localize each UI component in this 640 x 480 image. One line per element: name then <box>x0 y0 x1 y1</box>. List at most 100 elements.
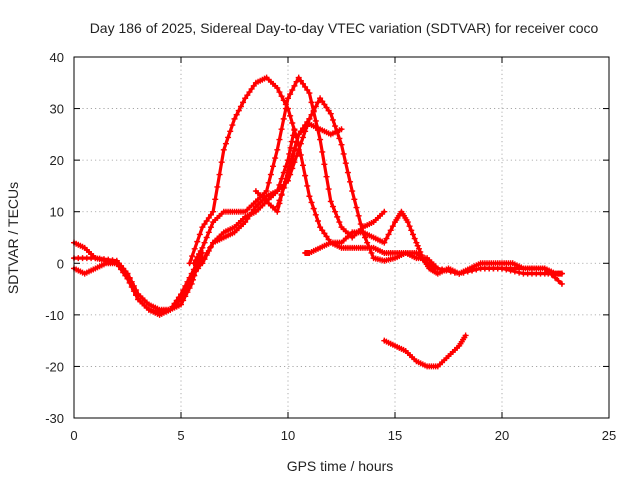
y-tick-label: 20 <box>50 153 64 168</box>
data-point <box>130 286 137 293</box>
data-point <box>182 282 189 289</box>
data-point <box>329 116 336 123</box>
data-point <box>191 245 198 252</box>
x-tick-label: 20 <box>495 428 509 443</box>
data-point <box>314 217 321 224</box>
data-point <box>381 239 388 246</box>
data-point <box>385 231 392 238</box>
data-point <box>312 103 319 110</box>
chart-title: Day 186 of 2025, Sidereal Day-to-day VTE… <box>90 20 599 36</box>
data-point <box>274 146 281 153</box>
data-point <box>413 239 420 246</box>
data-point <box>289 156 296 163</box>
data-point <box>297 128 304 135</box>
data-point <box>173 297 180 304</box>
data-point <box>229 122 236 129</box>
series-trace-7 <box>199 126 298 267</box>
series-layer <box>71 74 565 370</box>
data-point <box>220 146 227 153</box>
data-point <box>178 301 184 308</box>
data-point <box>276 89 283 96</box>
data-point <box>291 147 298 154</box>
data-point <box>334 213 341 220</box>
y-tick-label: 0 <box>57 256 64 271</box>
series-trace-2 <box>71 239 206 318</box>
data-point <box>207 211 214 218</box>
data-point <box>321 230 328 237</box>
data-point <box>310 107 317 114</box>
data-point <box>406 223 413 230</box>
data-point <box>323 233 330 240</box>
data-point <box>203 217 210 224</box>
data-point <box>280 97 287 104</box>
data-point <box>340 150 347 157</box>
data-point <box>184 278 191 285</box>
y-tick-label: 30 <box>50 102 64 117</box>
data-point <box>299 125 306 132</box>
x-axis-label: GPS time / hours <box>287 458 394 474</box>
data-point <box>355 212 362 219</box>
data-point <box>274 188 281 195</box>
x-tick-label: 0 <box>70 428 77 443</box>
data-point <box>366 244 373 251</box>
data-point <box>317 95 324 102</box>
data-point <box>344 169 351 176</box>
data-point <box>321 161 328 168</box>
data-point <box>308 111 315 118</box>
data-point <box>434 265 441 272</box>
data-point <box>124 270 131 277</box>
series-line <box>188 75 564 276</box>
data-point <box>274 203 281 210</box>
data-point <box>319 98 326 105</box>
data-point <box>205 247 212 254</box>
data-point <box>558 280 565 287</box>
data-point <box>287 164 294 171</box>
data-point <box>323 173 330 180</box>
plot-frame <box>73 56 610 419</box>
data-point <box>175 294 182 301</box>
data-point <box>336 135 343 142</box>
ticks: 0 5 10 15 20 25 -30 -20 -10 0 10 20 30 40 <box>45 50 616 443</box>
data-point <box>186 274 193 281</box>
data-point <box>304 118 311 125</box>
data-point <box>278 93 285 100</box>
data-point <box>274 208 281 215</box>
data-point <box>338 126 345 133</box>
data-point <box>250 82 257 89</box>
data-point <box>205 229 212 236</box>
data-point <box>357 221 364 228</box>
data-point <box>411 235 418 242</box>
data-point <box>237 103 244 110</box>
data-point <box>195 251 202 258</box>
data-point <box>306 193 313 200</box>
data-point <box>383 235 390 242</box>
data-point <box>171 300 178 307</box>
data-point <box>244 92 251 99</box>
data-point <box>414 242 421 249</box>
data-point <box>291 126 298 133</box>
data-point <box>408 227 415 234</box>
data-point <box>167 306 174 313</box>
data-point <box>302 122 309 129</box>
data-point <box>246 89 253 96</box>
data-point <box>190 260 197 267</box>
data-point <box>285 172 291 179</box>
data-point <box>323 104 330 111</box>
data-point <box>347 178 354 185</box>
data-point <box>199 260 206 267</box>
data-point <box>308 199 315 206</box>
data-point <box>240 99 247 106</box>
data-point <box>289 120 296 127</box>
data-point <box>308 99 315 106</box>
data-point <box>325 186 332 193</box>
data-point <box>197 247 204 254</box>
data-point <box>293 78 300 85</box>
data-point <box>194 238 201 245</box>
x-tick-label: 5 <box>177 428 184 443</box>
data-point <box>263 188 270 195</box>
data-point <box>297 77 304 84</box>
data-point <box>222 140 229 147</box>
y-tick-label: 40 <box>50 50 64 65</box>
series-trace-10 <box>302 208 565 277</box>
data-point <box>201 239 208 246</box>
